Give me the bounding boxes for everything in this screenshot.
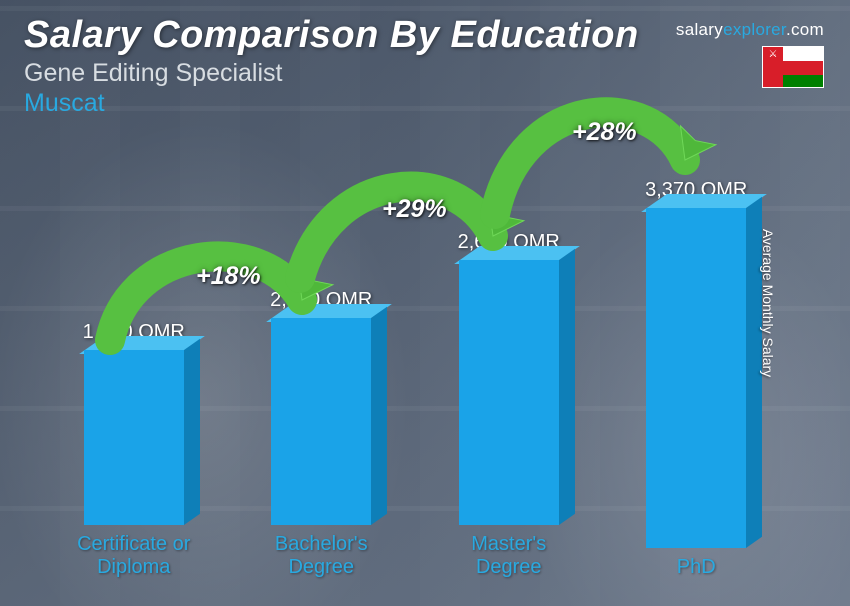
percent-increase-label: +29% bbox=[382, 195, 447, 224]
site-mid: explorer bbox=[723, 20, 786, 39]
percent-increase-label: +28% bbox=[572, 118, 637, 147]
branding: salaryexplorer.com ⚔ bbox=[676, 20, 824, 88]
bar bbox=[271, 318, 371, 525]
bar-category-label: Certificate or Diploma bbox=[77, 533, 190, 580]
percent-increase-label: +18% bbox=[196, 262, 261, 291]
site-name: salaryexplorer.com bbox=[676, 20, 824, 40]
y-axis-label: Average Monthly Salary bbox=[760, 229, 776, 377]
chart-location: Muscat bbox=[24, 89, 826, 118]
flag-icon: ⚔ bbox=[762, 46, 824, 88]
site-prefix: salary bbox=[676, 20, 723, 39]
site-suffix: .com bbox=[786, 20, 824, 39]
bar bbox=[646, 208, 746, 548]
bar-group: 1,730 OMRCertificate or Diploma bbox=[40, 150, 228, 580]
bar bbox=[459, 260, 559, 525]
bar-category-label: Bachelor's Degree bbox=[275, 533, 368, 580]
bar-category-label: PhD bbox=[677, 556, 716, 580]
bar-category-label: Master's Degree bbox=[471, 533, 546, 580]
bar bbox=[84, 350, 184, 525]
